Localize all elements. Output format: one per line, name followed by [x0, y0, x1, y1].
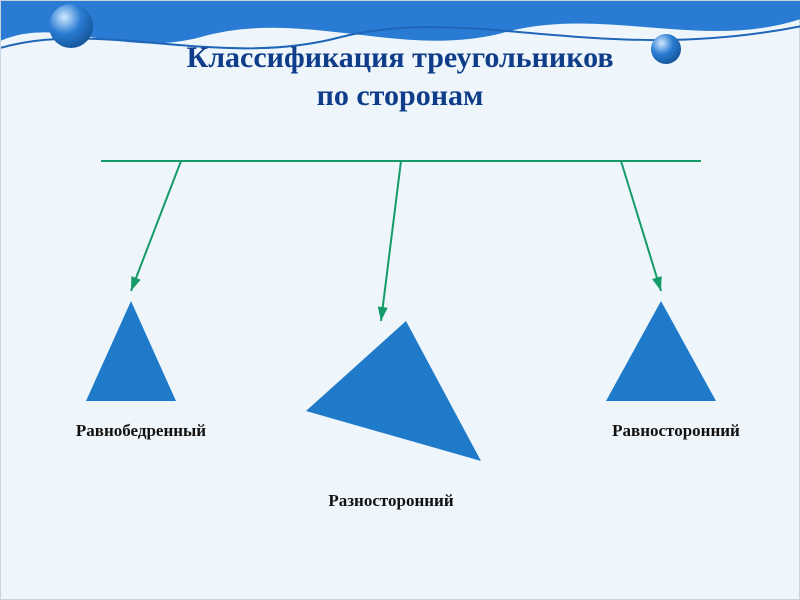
arrow-line	[381, 161, 401, 321]
label-equilateral: Равносторонний	[591, 421, 761, 441]
title-line-2: по сторонам	[1, 77, 799, 115]
triangle-equilateral	[606, 301, 716, 401]
arrow-head-icon	[652, 276, 662, 291]
arrow-line	[131, 161, 181, 291]
label-scalene: Разносторонний	[301, 491, 481, 511]
triangle-scalene	[306, 321, 481, 461]
arrow-head-icon	[378, 306, 388, 321]
classification-arrows	[131, 161, 662, 321]
triangle-isosceles	[86, 301, 176, 401]
arrow-line	[621, 161, 661, 291]
label-isosceles: Равнобедренный	[61, 421, 221, 441]
slide-title: Классификация треугольников по сторонам	[1, 39, 799, 114]
slide: Классификация треугольников по сторонам …	[0, 0, 800, 600]
title-line-1: Классификация треугольников	[1, 39, 799, 77]
arrow-head-icon	[131, 276, 141, 291]
